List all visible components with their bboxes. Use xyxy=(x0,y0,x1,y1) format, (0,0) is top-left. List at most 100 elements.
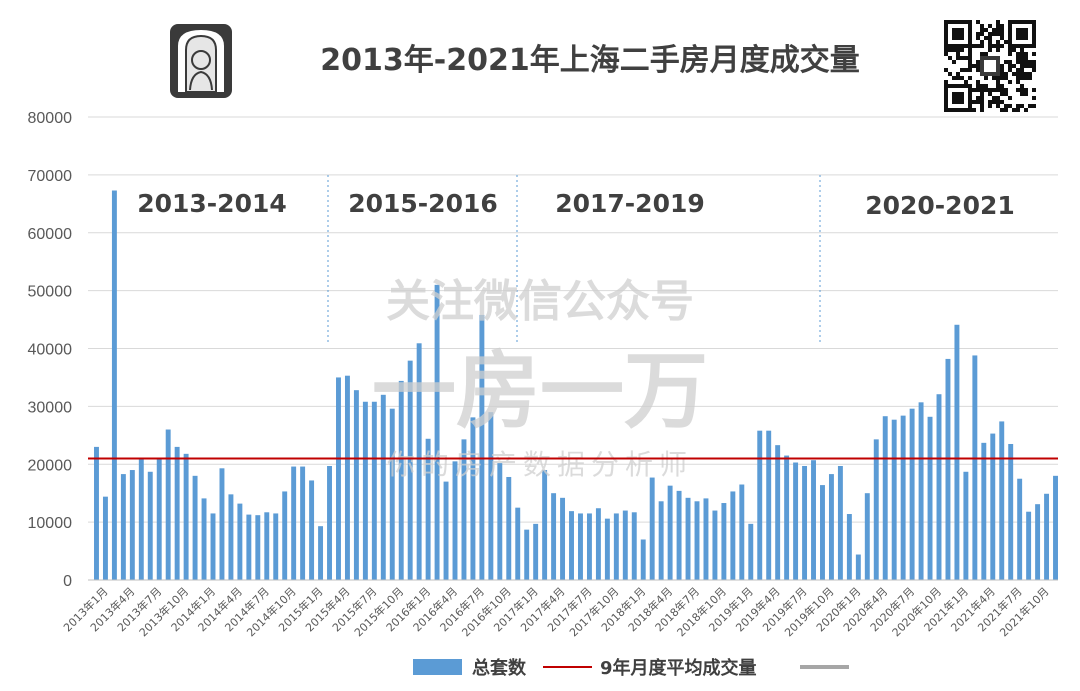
bar xyxy=(703,498,709,580)
bar xyxy=(748,523,754,580)
qr-module xyxy=(996,80,1000,84)
qr-module xyxy=(1024,92,1028,96)
bar xyxy=(497,463,503,580)
watermark-line1: 关注微信公众号 xyxy=(386,276,694,327)
portrait-logo-icon xyxy=(170,24,232,98)
bar xyxy=(264,512,270,580)
qr-module xyxy=(1032,60,1036,64)
bar xyxy=(416,343,422,580)
qr-module xyxy=(988,32,992,36)
qr-module xyxy=(980,88,984,92)
legend: 总套数 9年月度平均成交量 xyxy=(413,657,849,679)
qr-module xyxy=(976,68,980,72)
qr-module xyxy=(1016,80,1020,84)
qr-module xyxy=(1020,88,1024,92)
qr-finder xyxy=(952,92,964,104)
qr-module xyxy=(1032,104,1036,108)
bar-series xyxy=(94,190,1058,580)
qr-module xyxy=(976,80,980,84)
bar xyxy=(757,430,763,580)
bar xyxy=(425,438,431,580)
qr-module xyxy=(1008,96,1012,100)
bar xyxy=(604,518,610,580)
qr-module xyxy=(972,44,976,48)
bar xyxy=(407,360,413,580)
qr-module xyxy=(992,96,996,100)
qr-module xyxy=(1032,52,1036,56)
qr-module xyxy=(996,44,1000,48)
qr-module xyxy=(976,32,980,36)
qr-module xyxy=(1016,76,1020,80)
qr-module xyxy=(976,36,980,40)
bar xyxy=(237,503,243,580)
qr-module xyxy=(1004,72,1008,76)
bar xyxy=(828,474,834,580)
qr-module xyxy=(1012,48,1016,52)
qr-module xyxy=(1016,104,1020,108)
qr-module xyxy=(1000,44,1004,48)
qr-module xyxy=(1028,72,1032,76)
y-tick-label: 30000 xyxy=(28,399,73,416)
qr-module xyxy=(952,48,956,52)
bar xyxy=(560,497,566,580)
qr-module xyxy=(992,100,996,104)
bar xyxy=(246,514,252,580)
bar xyxy=(524,529,530,580)
bar xyxy=(891,419,897,580)
qr-module xyxy=(996,48,1000,52)
bar xyxy=(138,458,144,580)
bar xyxy=(855,554,861,580)
bar xyxy=(318,526,324,580)
bar xyxy=(1017,478,1023,580)
qr-module xyxy=(1016,52,1020,56)
bar xyxy=(864,493,870,580)
watermark-line3: 你的房产数据分析师 xyxy=(387,448,693,481)
bar xyxy=(273,513,279,580)
qr-module xyxy=(1028,64,1032,68)
qr-module xyxy=(956,56,960,60)
bar xyxy=(488,412,494,580)
bar xyxy=(443,481,449,580)
qr-module xyxy=(1028,60,1032,64)
qr-module xyxy=(996,96,1000,100)
qr-module xyxy=(984,76,988,80)
qr-module xyxy=(980,32,984,36)
qr-module xyxy=(1024,88,1028,92)
bar xyxy=(730,491,736,580)
qr-module xyxy=(948,72,952,76)
qr-module xyxy=(972,100,976,104)
qr-module xyxy=(1020,72,1024,76)
qr-module xyxy=(996,24,1000,28)
qr-module xyxy=(944,68,948,72)
qr-module xyxy=(1028,104,1032,108)
legend-bar-swatch xyxy=(413,659,462,675)
qr-module xyxy=(1000,88,1004,92)
qr-module xyxy=(1008,80,1012,84)
qr-module xyxy=(1024,72,1028,76)
qr-module xyxy=(996,28,1000,32)
bar xyxy=(963,471,969,580)
qr-module xyxy=(980,104,984,108)
qr-module xyxy=(984,28,988,32)
qr-module xyxy=(976,60,980,64)
qr-module xyxy=(964,56,968,60)
qr-module xyxy=(988,44,992,48)
qr-module xyxy=(964,80,968,84)
bar xyxy=(649,477,655,580)
bar xyxy=(255,515,261,580)
bar xyxy=(398,380,404,580)
y-tick-label: 40000 xyxy=(28,342,73,359)
qr-module xyxy=(980,40,984,44)
bar xyxy=(533,523,539,580)
qr-module xyxy=(968,60,972,64)
bar xyxy=(434,284,440,580)
qr-module xyxy=(988,100,992,104)
qr-module xyxy=(1020,64,1024,68)
bar xyxy=(667,485,673,580)
qr-module xyxy=(1016,68,1020,72)
bar xyxy=(586,513,592,580)
qr-module xyxy=(984,36,988,40)
qr-module xyxy=(1004,40,1008,44)
bar xyxy=(1035,504,1041,580)
bar xyxy=(739,484,745,580)
